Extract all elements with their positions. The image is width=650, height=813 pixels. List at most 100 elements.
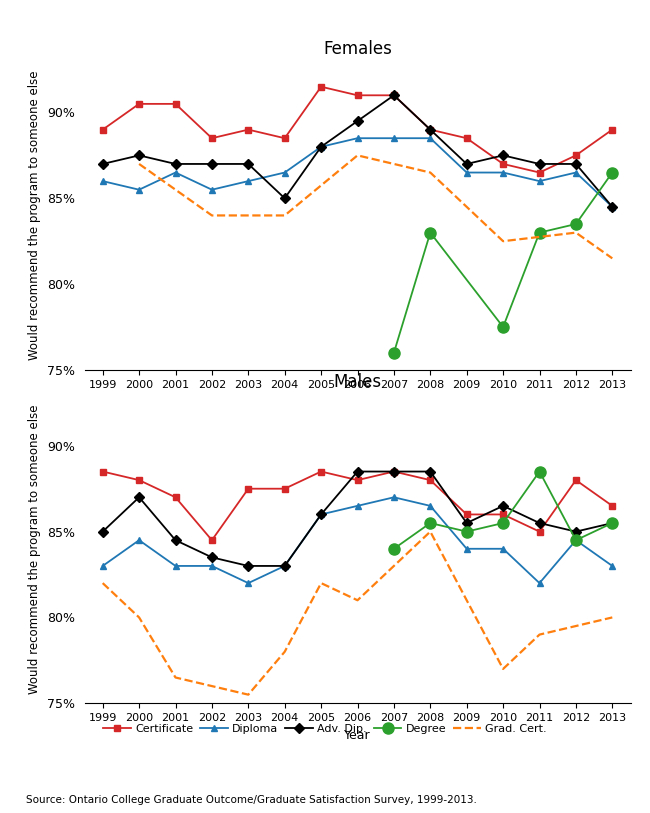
Degree (536, 228, 543, 237)
Adv. Dip. (135, 493, 143, 502)
Diploma (354, 133, 361, 143)
Adv. Dip. (208, 553, 216, 563)
Diploma (281, 167, 289, 177)
Adv. Dip. (608, 518, 616, 528)
Line: Grad. Cert.: Grad. Cert. (103, 532, 612, 694)
Certificate (244, 484, 252, 493)
Diploma (208, 561, 216, 571)
Title: Males: Males (333, 373, 382, 391)
Degree (572, 220, 580, 229)
Diploma (317, 510, 325, 520)
Adv. Dip. (390, 467, 398, 476)
Text: Source: Ontario College Graduate Outcome/Graduate Satisfaction Survey, 1999-2013: Source: Ontario College Graduate Outcome… (26, 795, 477, 805)
Adv. Dip. (499, 150, 507, 160)
Certificate (426, 476, 434, 485)
Diploma (390, 133, 398, 143)
Line: Certificate: Certificate (99, 468, 616, 544)
Adv. Dip. (317, 142, 325, 152)
Grad. Cert. (499, 664, 507, 674)
Adv. Dip. (463, 518, 471, 528)
Degree (463, 527, 471, 537)
Diploma (499, 167, 507, 177)
Certificate (572, 150, 580, 160)
Diploma (172, 561, 179, 571)
Certificate (281, 133, 289, 143)
Adv. Dip. (281, 561, 289, 571)
Adv. Dip. (99, 527, 107, 537)
Certificate (172, 493, 179, 502)
Adv. Dip. (426, 124, 434, 134)
Certificate (608, 501, 616, 511)
Grad. Cert. (608, 612, 616, 622)
Grad. Cert. (135, 612, 143, 622)
Title: Females: Females (323, 40, 392, 58)
Adv. Dip. (172, 159, 179, 169)
Diploma (99, 561, 107, 571)
Diploma (463, 167, 471, 177)
Adv. Dip. (317, 510, 325, 520)
Grad. Cert. (499, 237, 507, 246)
Degree (536, 467, 543, 476)
Grad. Cert. (354, 150, 361, 160)
Grad. Cert. (572, 228, 580, 237)
Diploma (208, 185, 216, 194)
Adv. Dip. (208, 159, 216, 169)
Diploma (354, 501, 361, 511)
Degree (390, 544, 398, 554)
Degree (499, 518, 507, 528)
Adv. Dip. (354, 116, 361, 126)
Certificate (99, 467, 107, 476)
Diploma (317, 142, 325, 152)
Degree (608, 167, 616, 177)
Adv. Dip. (608, 202, 616, 211)
Diploma (135, 185, 143, 194)
Adv. Dip. (463, 159, 471, 169)
Diploma (536, 176, 543, 186)
Certificate (572, 476, 580, 485)
X-axis label: Year: Year (344, 728, 370, 741)
Diploma (99, 176, 107, 186)
Grad. Cert. (208, 681, 216, 691)
Diploma (536, 578, 543, 588)
Certificate (135, 99, 143, 109)
Adv. Dip. (499, 501, 507, 511)
Certificate (208, 535, 216, 545)
Degree (499, 322, 507, 332)
X-axis label: Year: Year (344, 395, 370, 408)
Adv. Dip. (172, 535, 179, 545)
Line: Diploma: Diploma (99, 493, 616, 586)
Adv. Dip. (135, 150, 143, 160)
Grad. Cert. (317, 578, 325, 588)
Grad. Cert. (354, 595, 361, 605)
Diploma (572, 167, 580, 177)
Certificate (354, 476, 361, 485)
Diploma (281, 561, 289, 571)
Diploma (244, 176, 252, 186)
Certificate (172, 99, 179, 109)
Y-axis label: Would recommend the program to someone else: Would recommend the program to someone e… (28, 71, 41, 360)
Adv. Dip. (536, 159, 543, 169)
Adv. Dip. (244, 159, 252, 169)
Degree (390, 348, 398, 358)
Diploma (572, 535, 580, 545)
Certificate (390, 467, 398, 476)
Grad. Cert. (172, 672, 179, 682)
Line: Degree: Degree (388, 466, 618, 554)
Diploma (135, 535, 143, 545)
Diploma (426, 133, 434, 143)
Adv. Dip. (99, 159, 107, 169)
Certificate (426, 124, 434, 134)
Adv. Dip. (390, 90, 398, 100)
Grad. Cert. (426, 527, 434, 537)
Line: Degree: Degree (388, 167, 618, 359)
Line: Adv. Dip.: Adv. Dip. (99, 468, 616, 569)
Grad. Cert. (244, 689, 252, 699)
Adv. Dip. (426, 467, 434, 476)
Certificate (536, 167, 543, 177)
Degree (426, 228, 434, 237)
Certificate (135, 476, 143, 485)
Degree (608, 518, 616, 528)
Diploma (244, 578, 252, 588)
Adv. Dip. (244, 561, 252, 571)
Certificate (208, 133, 216, 143)
